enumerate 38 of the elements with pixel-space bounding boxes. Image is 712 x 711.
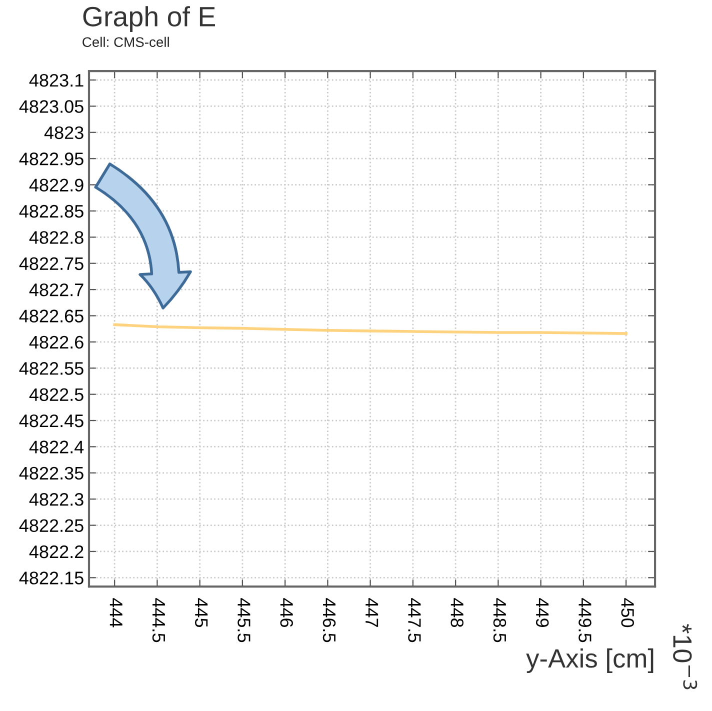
y-tick-label: 4822.15 [19,572,84,584]
x-tick-label: 446 [280,598,294,628]
chart-title: Graph of E [83,6,216,32]
x-tick-label: 444.5 [152,598,165,642]
line-series [113,323,628,335]
y-tick-label: 4822.6 [29,336,84,349]
y-tick-label: 4823.1 [29,74,84,87]
y-tick-label: 4822.75 [19,257,84,270]
y-tick-label: 4822.8 [29,231,84,244]
x-tick-label: 445 [194,598,208,628]
x-axis-title: y-Axis [cm] [526,648,654,674]
x-tick-label: 449.5 [578,598,592,642]
y-tick-label: 4823 [44,126,84,140]
y-tick-label: 4822.7 [29,283,84,296]
y-tick-label: 4822.4 [29,440,84,454]
y-tick-label: 4822.35 [19,466,84,480]
x-tick-label: 447 [366,598,378,627]
x-tick-label: 448 [450,598,464,628]
y-tick-label: 4822.45 [19,414,84,428]
x-tick-label: 449 [536,598,549,627]
y-tick-label: 4823.05 [19,100,84,113]
y-tick-label: 4822.95 [19,152,84,166]
y-tick-label: 4822.9 [29,178,84,192]
y-tick-label: 4822.65 [19,310,84,322]
y-tick-label: 4822.85 [19,204,84,218]
y-tick-label: 4822.5 [29,388,84,402]
x-tick-label: 450 [621,598,634,628]
x-tick-label: 447.5 [408,598,421,642]
x-tick-label: 448.5 [493,598,506,642]
y-tick-label: 4822.25 [19,519,84,532]
x-tick-label: 444 [110,598,122,628]
y-tick-label: 4822.3 [29,493,84,506]
x-tick-label: 445.5 [238,598,250,642]
text: *10$^{−3}$ [673,624,698,690]
chart-subtitle: Cell: CMS-cell [82,36,169,48]
x-tick-label: 446.5 [322,598,336,642]
y-tick-label: 4822.55 [19,362,84,375]
y-tick-label: 4822.2 [29,545,84,558]
